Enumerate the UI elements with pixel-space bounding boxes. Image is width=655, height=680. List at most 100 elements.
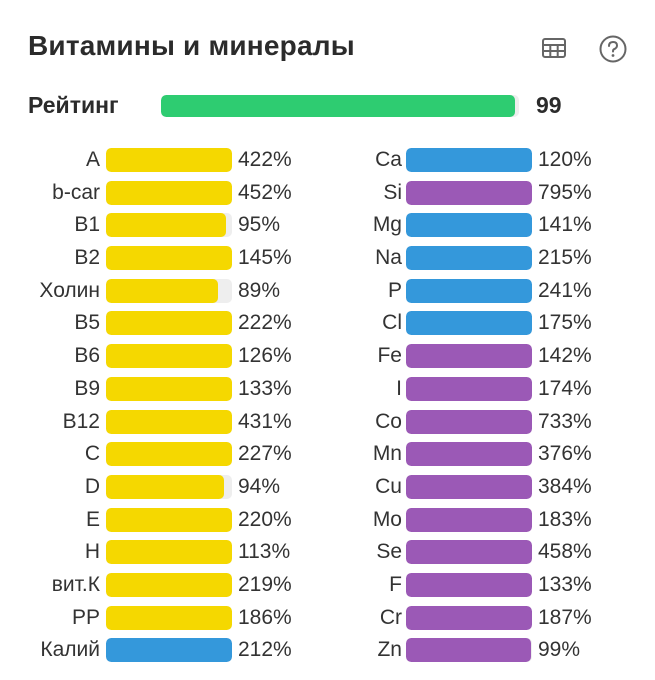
nutrient-bar-fill [106, 180, 232, 205]
rating-bar-fill [161, 95, 516, 117]
mineral-row: F 133% [326, 569, 626, 602]
nutrient-row: b-car 452% [0, 177, 320, 210]
mineral-percent: 376% [538, 442, 592, 466]
mineral-label: Mg [372, 213, 402, 237]
nutrient-percent: 219% [238, 572, 292, 596]
nutrient-percent: 186% [238, 605, 292, 629]
mineral-percent: 733% [538, 409, 592, 433]
mineral-percent: 133% [538, 572, 592, 596]
vitamins-column: A 422% b-car 452% B1 95% B2 145% Холин 89% B5 222% B… [0, 144, 320, 667]
mineral-label: Cu [375, 474, 402, 498]
mineral-percent: 215% [538, 246, 592, 270]
nutrient-row: A 422% [0, 144, 320, 177]
help-circle-icon[interactable] [598, 34, 627, 63]
nutrient-bar-fill [106, 246, 232, 271]
mineral-bar-fill [406, 638, 531, 663]
mineral-bar [406, 246, 532, 271]
nutrient-bar-fill [106, 540, 232, 565]
nutrient-bar-fill [106, 507, 232, 532]
nutrient-label: B2 [74, 246, 100, 270]
nutrient-bar-fill [106, 638, 232, 663]
mineral-label: Mo [372, 507, 402, 531]
table-icon[interactable] [540, 34, 568, 62]
mineral-percent: 120% [538, 148, 592, 171]
mineral-bar [406, 213, 532, 238]
mineral-label: Mn [372, 442, 402, 466]
mineral-label: F [389, 572, 402, 596]
card-header: Витамины и минералы [28, 26, 635, 70]
mineral-bar-fill [406, 442, 532, 467]
mineral-percent: 174% [538, 376, 592, 400]
minerals-column: Ca 120% Si 795% Mg 141% Na 215% P 241% Cl 175% Fe 142… [326, 144, 626, 667]
nutrient-row: Калий 212% [0, 634, 320, 667]
mineral-percent: 458% [538, 540, 592, 564]
nutrient-row: B12 431% [0, 406, 320, 439]
nutrient-percent: 89% [238, 278, 281, 302]
nutrient-label: b-car [52, 180, 100, 204]
nutrient-bar-fill [106, 376, 232, 401]
mineral-row: Zn 99% [326, 634, 626, 667]
nutrient-label: Холин [39, 278, 100, 302]
mineral-row: Mn 376% [326, 438, 626, 471]
mineral-bar-fill [406, 246, 532, 271]
mineral-row: Fe 142% [326, 340, 626, 373]
nutrient-label: E [85, 507, 100, 531]
nutrient-percent: 227% [238, 442, 292, 466]
nutrient-percent: 133% [238, 376, 292, 400]
nutrient-row: C 227% [0, 438, 320, 471]
mineral-percent: 99% [538, 638, 581, 662]
mineral-row: Ca 120% [326, 144, 626, 177]
mineral-label: Ca [375, 148, 402, 171]
nutrient-label: B12 [62, 409, 100, 433]
rating-value: 99 [536, 92, 562, 118]
mineral-bar-fill [406, 278, 532, 303]
mineral-bar [406, 148, 532, 172]
nutrient-bar [106, 605, 232, 630]
nutrient-percent: 222% [238, 311, 292, 335]
nutrient-percent: 126% [238, 344, 292, 368]
nutrient-percent: 452% [238, 180, 292, 204]
nutrient-percent: 95% [238, 213, 281, 237]
nutrient-row: B1 95% [0, 209, 320, 242]
rating-row: Рейтинг 99 [28, 90, 588, 124]
mineral-bar [406, 376, 532, 401]
nutrient-label: D [84, 474, 100, 498]
mineral-bar [406, 442, 532, 467]
nutrient-bar [106, 572, 232, 597]
nutrient-label: A [85, 148, 100, 171]
mineral-row: Mo 183% [326, 504, 626, 537]
mineral-bar-fill [406, 507, 532, 532]
nutrient-bar [106, 311, 232, 336]
mineral-bar [406, 344, 532, 369]
mineral-bar-fill [406, 344, 532, 369]
mineral-row: Cu 384% [326, 471, 626, 504]
nutrient-bar-fill [106, 409, 232, 434]
nutrient-bar [106, 148, 232, 172]
nutrient-row: D 94% [0, 471, 320, 504]
nutrient-bar-fill [106, 213, 226, 238]
nutrient-row: B6 126% [0, 340, 320, 373]
mineral-row: Si 795% [326, 177, 626, 210]
nutrient-bar-fill [106, 605, 232, 630]
mineral-label: P [387, 278, 402, 302]
mineral-label: Na [375, 246, 402, 270]
nutrient-bar-fill [106, 572, 232, 597]
nutrient-row: PP 186% [0, 602, 320, 635]
mineral-percent: 795% [538, 180, 592, 204]
nutrient-bar [106, 638, 232, 663]
nutrient-percent: 422% [238, 148, 292, 171]
nutrient-row: B2 145% [0, 242, 320, 275]
mineral-bar-fill [406, 311, 532, 336]
nutrient-percent: 113% [238, 540, 291, 564]
mineral-bar [406, 474, 532, 499]
mineral-bar-fill [406, 148, 532, 172]
mineral-label: Cr [379, 605, 402, 629]
nutrient-label: вит.К [51, 572, 100, 596]
mineral-row: Co 733% [326, 406, 626, 439]
mineral-bar-fill [406, 409, 532, 434]
rating-bar [161, 95, 519, 117]
mineral-percent: 187% [538, 605, 592, 629]
mineral-bar [406, 180, 532, 205]
mineral-bar-fill [406, 180, 532, 205]
mineral-bar [406, 605, 532, 630]
